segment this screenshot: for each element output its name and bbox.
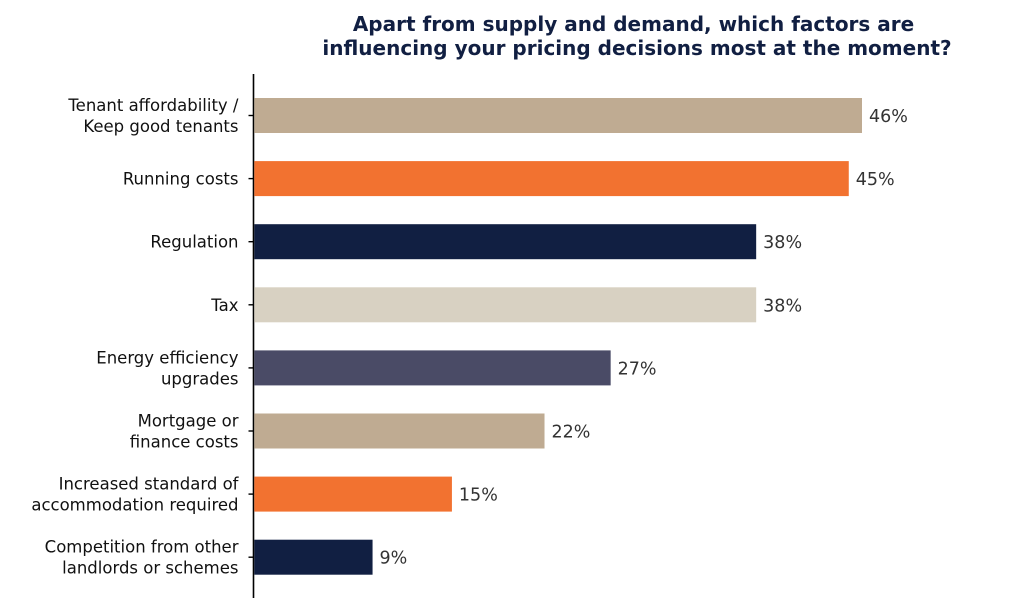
- bar-3: [254, 224, 757, 260]
- y-tick-label-8-line-2: landlords or schemes: [62, 559, 238, 578]
- y-tick-label-6-line-1: Mortgage or: [138, 412, 239, 431]
- value-label-5: 27%: [618, 359, 657, 379]
- chart-title: Apart from supply and demand, which fact…: [322, 12, 951, 60]
- y-tick-label-5: Energy efficiency upgrades: [96, 348, 238, 388]
- chart-marks: Tenant affordability / Keep good tenants 4…: [31, 96, 908, 578]
- bar-6: [254, 413, 545, 449]
- y-tick-label-7-line-2: accommodation required: [31, 496, 238, 515]
- y-tick-label-8: Competition from other landlords or schem…: [45, 538, 239, 578]
- y-tick-label-4-line-1: Tax: [210, 296, 238, 315]
- bar-8: [254, 539, 373, 575]
- chart-title-line-1: Apart from supply and demand, which fact…: [353, 12, 914, 36]
- value-label-3: 38%: [763, 233, 802, 253]
- y-tick-label-4: Tax: [210, 296, 238, 315]
- bar-2: [254, 161, 849, 197]
- y-tick-label-3: Regulation: [150, 233, 238, 252]
- y-tick-label-2-line-1: Running costs: [123, 170, 239, 189]
- y-tick-label-1-line-1: Tenant affordability /: [67, 96, 239, 115]
- y-tick-label-8-line-1: Competition from other: [45, 538, 239, 557]
- bar-5: [254, 350, 611, 386]
- y-tick-label-1: Tenant affordability / Keep good tenants: [67, 96, 239, 136]
- y-tick-label-3-line-1: Regulation: [150, 233, 238, 252]
- value-label-1: 46%: [869, 107, 908, 127]
- value-label-4: 38%: [763, 296, 802, 316]
- value-label-6: 22%: [552, 423, 591, 443]
- bar-1: [254, 98, 863, 133]
- y-tick-label-5-line-2: upgrades: [161, 369, 239, 388]
- y-tick-label-6: Mortgage or finance costs: [130, 412, 239, 452]
- chart-title-line-2: influencing your pricing decisions most …: [322, 36, 951, 60]
- value-label-2: 45%: [856, 170, 895, 190]
- value-label-8: 9%: [380, 549, 408, 569]
- y-tick-label-6-line-2: finance costs: [130, 433, 239, 452]
- y-tick-label-7: Increased standard of accommodation requi…: [31, 475, 239, 515]
- y-tick-label-1-line-2: Keep good tenants: [83, 117, 238, 136]
- y-tick-label-2: Running costs: [123, 170, 239, 189]
- bar-4: [254, 287, 757, 323]
- bar-7: [254, 476, 452, 512]
- y-tick-label-7-line-1: Increased standard of: [59, 475, 240, 494]
- value-label-7: 15%: [459, 486, 498, 506]
- y-tick-label-5-line-1: Energy efficiency: [96, 348, 238, 367]
